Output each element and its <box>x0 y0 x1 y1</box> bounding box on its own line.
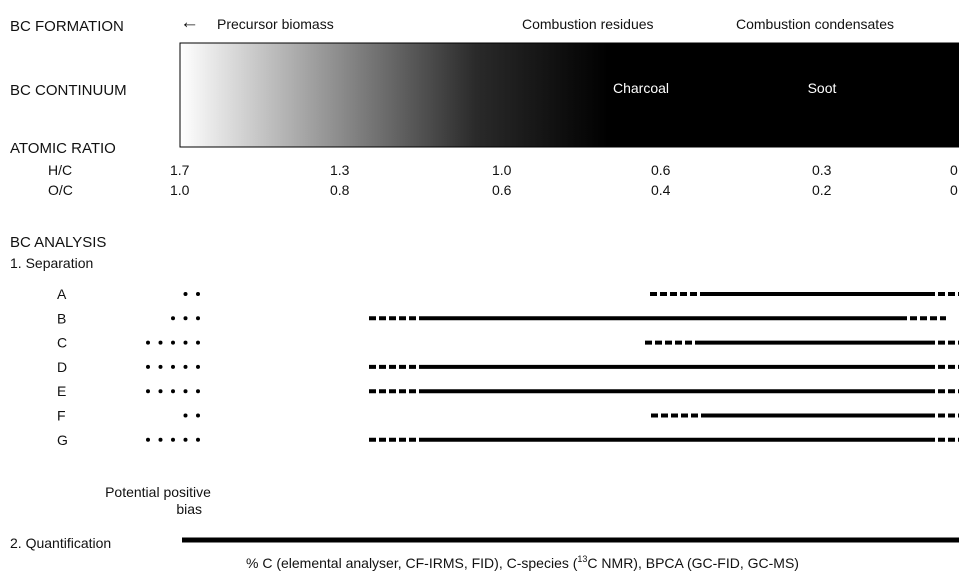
oc-value-4: 0.2 <box>812 182 832 198</box>
bias-dot <box>196 437 200 442</box>
method-label-a: A <box>57 286 67 302</box>
hc-value-0: 1.7 <box>170 162 190 178</box>
bias-dot <box>183 340 188 345</box>
bias-dot <box>196 413 200 418</box>
method-label-g: G <box>57 432 68 448</box>
analysis-label: BC ANALYSIS <box>10 234 106 251</box>
hc-value-1: 1.3 <box>330 162 350 178</box>
hc-values: 1.7 1.3 1.0 0.6 0.3 0.0 <box>170 162 959 178</box>
method-row-c: C <box>57 335 959 351</box>
oc-value-0: 1.0 <box>170 182 190 198</box>
bias-dot <box>158 340 163 345</box>
oc-value-1: 0.8 <box>330 182 350 198</box>
bias-dot <box>183 413 188 418</box>
method-row-g: G <box>57 432 959 448</box>
method-label-b: B <box>57 310 66 326</box>
oc-value-3: 0.4 <box>651 182 671 198</box>
continuum-gradient-bar <box>179 42 959 148</box>
bias-dot <box>183 292 188 296</box>
method-label-c: C <box>57 335 67 351</box>
bias-dot <box>183 437 188 442</box>
oc-label: O/C <box>48 182 73 198</box>
oc-value-2: 0.6 <box>492 182 512 198</box>
bias-dot <box>146 437 150 442</box>
atomic-ratio-label: ATOMIC RATIO <box>10 140 116 157</box>
method-row-a: A <box>57 286 959 302</box>
method-label-e: E <box>57 383 66 399</box>
quantification-methods: % C (elemental analyser, CF-IRMS, FID), … <box>246 554 799 571</box>
hc-value-3: 0.6 <box>651 162 671 178</box>
precursor-biomass-label: Precursor biomass <box>217 16 334 32</box>
soot-label: Soot <box>808 80 837 96</box>
bias-dot <box>196 389 200 394</box>
quant-text-pre: % C (elemental analyser, CF-IRMS, FID), … <box>246 555 578 571</box>
bias-label-line2: bias <box>176 501 202 517</box>
bias-dot <box>171 316 175 321</box>
bias-dot <box>171 437 175 442</box>
bias-dot <box>146 389 150 394</box>
combustion-condensates-label: Combustion condensates <box>736 16 894 32</box>
bias-dot <box>158 364 163 369</box>
method-row-f: F <box>57 408 959 424</box>
continuum-label: BC CONTINUUM <box>10 82 127 99</box>
method-label-f: F <box>57 408 66 424</box>
method-row-b: B <box>57 310 946 326</box>
method-row-e: E <box>57 383 959 399</box>
quantification-label: 2. Quantification <box>10 535 111 551</box>
bias-dot <box>196 340 200 345</box>
oc-value-5: 0.0 <box>950 182 959 198</box>
quant-text-sup: 13 <box>577 554 587 564</box>
bias-label-line1: Potential positive <box>105 484 211 500</box>
bias-dot <box>171 364 175 369</box>
bias-dot <box>196 316 200 321</box>
quant-text-post: C NMR), BPCA (GC-FID, GC-MS) <box>587 555 799 571</box>
separation-label: 1. Separation <box>10 255 93 271</box>
bias-dot <box>146 364 150 369</box>
bias-dot <box>196 292 200 296</box>
bias-dot <box>158 389 163 394</box>
oc-values: 1.0 0.8 0.6 0.4 0.2 0.0 <box>170 182 959 198</box>
combustion-residues-label: Combustion residues <box>522 16 654 32</box>
bias-dot <box>171 340 175 345</box>
hc-value-2: 1.0 <box>492 162 512 178</box>
left-arrow-icon: ← <box>180 12 199 33</box>
method-label-d: D <box>57 359 67 375</box>
hc-value-5: 0.0 <box>950 162 959 178</box>
hc-value-4: 0.3 <box>812 162 832 178</box>
charcoal-label: Charcoal <box>613 80 669 96</box>
bias-dot <box>146 340 150 345</box>
formation-label: BC FORMATION <box>10 18 124 35</box>
hc-label: H/C <box>48 162 72 178</box>
bias-dot <box>183 364 188 369</box>
bias-dot <box>196 364 200 369</box>
bias-dot <box>183 389 188 394</box>
bias-dot <box>158 437 163 442</box>
method-row-d: D <box>57 359 959 375</box>
bias-dot <box>171 389 175 394</box>
bias-dot <box>183 316 188 321</box>
